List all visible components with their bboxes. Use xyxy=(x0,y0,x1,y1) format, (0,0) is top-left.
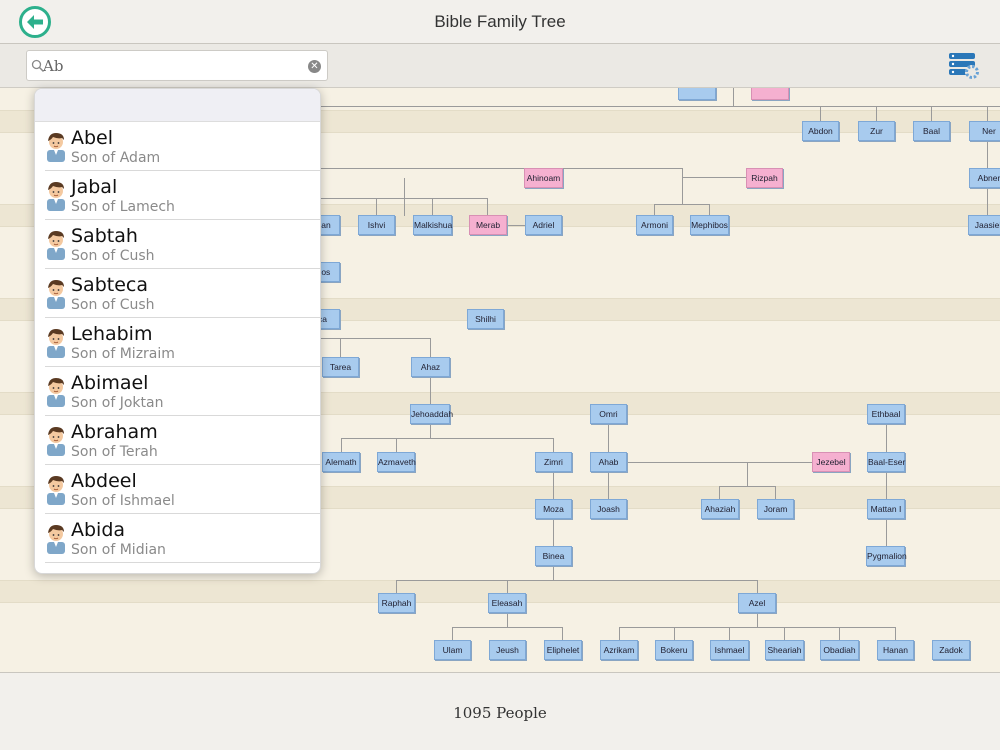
tree-node[interactable]: Ahaziah xyxy=(701,499,739,519)
person-avatar-icon xyxy=(47,182,65,211)
person-avatar-icon xyxy=(47,378,65,407)
database-gear-icon[interactable] xyxy=(946,50,982,82)
result-name: Sabteca xyxy=(71,274,148,296)
tree-node[interactable]: Tarea xyxy=(322,357,359,377)
tree-node[interactable]: Baal xyxy=(913,121,950,141)
result-item[interactable]: Abel Son of Adam xyxy=(45,122,320,171)
result-item[interactable]: Abimael Son of Joktan xyxy=(45,367,320,416)
tree-node[interactable]: Merab xyxy=(469,215,507,235)
tree-node[interactable]: Ahaz xyxy=(411,357,450,377)
results-list: Abel Son of Adam Jabal Son of Lamech Sab… xyxy=(35,122,320,563)
tree-node[interactable]: Ishmael xyxy=(710,640,749,660)
tree-node[interactable]: Mephibos xyxy=(690,215,729,235)
tree-node[interactable]: Armoni xyxy=(636,215,673,235)
result-name: Abraham xyxy=(71,421,158,443)
result-relation: Son of Lamech xyxy=(71,199,175,215)
tree-node[interactable]: Azrikam xyxy=(600,640,638,660)
tree-node[interactable]: Zimri xyxy=(535,452,572,472)
tree-node[interactable]: Pygmalion xyxy=(866,546,907,566)
search-input[interactable] xyxy=(43,54,313,78)
search-icon xyxy=(31,59,45,73)
tree-node[interactable]: Malkishua xyxy=(413,215,452,235)
person-avatar-icon xyxy=(47,231,65,260)
result-relation: Son of Ishmael xyxy=(71,493,175,509)
result-item[interactable]: Abraham Son of Terah xyxy=(45,416,320,465)
status-bar: 1095 People xyxy=(0,672,1000,750)
result-relation: Son of Terah xyxy=(71,444,158,460)
result-item[interactable]: Lehabim Son of Mizraim xyxy=(45,318,320,367)
tree-node[interactable]: Abner xyxy=(969,168,1000,188)
result-name: Sabtah xyxy=(71,225,138,247)
tree-node[interactable]: Zadok xyxy=(932,640,970,660)
tree-node[interactable]: Moza xyxy=(535,499,572,519)
tree-node[interactable]: Jaasiel xyxy=(968,215,1000,235)
tree-node[interactable]: Omri xyxy=(590,404,627,424)
search-results-popover[interactable]: Abel Son of Adam Jabal Son of Lamech Sab… xyxy=(34,88,321,574)
tree-node[interactable]: Azmaveth xyxy=(377,452,416,472)
tree-node[interactable]: Ishvi xyxy=(358,215,395,235)
result-name: Abel xyxy=(71,127,114,149)
clear-icon[interactable]: ✕ xyxy=(308,60,321,73)
tree-node-partial[interactable] xyxy=(678,88,716,100)
result-item[interactable]: Jabal Son of Lamech xyxy=(45,171,320,220)
tree-node[interactable]: Bokeru xyxy=(655,640,693,660)
tree-node[interactable]: Binea xyxy=(535,546,572,566)
tree-node[interactable]: Eliphelet xyxy=(544,640,582,660)
tree-node[interactable]: Azel xyxy=(738,593,776,613)
search-box[interactable]: ✕ xyxy=(26,50,328,81)
tree-node[interactable]: Zur xyxy=(858,121,895,141)
toolbar: ✕ xyxy=(0,44,1000,88)
result-name: Abdeel xyxy=(71,470,137,492)
result-relation: Son of Cush xyxy=(71,248,155,264)
result-name: Abida xyxy=(71,519,126,541)
tree-node[interactable]: Sheariah xyxy=(765,640,804,660)
tree-node[interactable]: Ner xyxy=(969,121,1000,141)
result-item[interactable]: Sabtah Son of Cush xyxy=(45,220,320,269)
results-header xyxy=(35,89,320,122)
person-avatar-icon xyxy=(47,476,65,505)
person-avatar-icon xyxy=(47,329,65,358)
tree-node[interactable]: Mattan I xyxy=(867,499,905,519)
page-title: Bible Family Tree xyxy=(434,12,566,31)
tree-node[interactable]: Alemath xyxy=(322,452,360,472)
tree-node[interactable]: Hanan xyxy=(877,640,914,660)
result-item[interactable]: Abdeel Son of Ishmael xyxy=(45,465,320,514)
result-relation: Son of Midian xyxy=(71,542,166,558)
tree-node[interactable]: Jehoaddah xyxy=(410,404,453,424)
tree-node[interactable]: Eleasah xyxy=(488,593,526,613)
person-avatar-icon xyxy=(47,133,65,162)
result-relation: Son of Adam xyxy=(71,150,161,166)
tree-node[interactable]: Jeush xyxy=(489,640,526,660)
result-name: Abimael xyxy=(71,372,149,394)
result-name: Lehabim xyxy=(71,323,153,345)
tree-node[interactable]: Raphah xyxy=(378,593,415,613)
tree-node[interactable]: Shilhi xyxy=(467,309,504,329)
result-item[interactable]: Abida Son of Midian xyxy=(45,514,320,563)
people-count: 1095 People xyxy=(453,704,547,722)
person-avatar-icon xyxy=(47,427,65,456)
tree-node[interactable]: Obadiah xyxy=(820,640,859,660)
result-item[interactable]: Sabteca Son of Cush xyxy=(45,269,320,318)
back-button[interactable] xyxy=(19,6,51,38)
result-name: Jabal xyxy=(71,176,118,198)
tree-node[interactable]: Ahinoam xyxy=(524,168,563,188)
tree-node-partial[interactable] xyxy=(751,88,789,100)
tree-node[interactable]: Baal-Eser xyxy=(867,452,905,472)
result-relation: Son of Joktan xyxy=(71,395,164,411)
back-arrow-icon xyxy=(27,15,43,29)
navigation-bar: Bible Family Tree xyxy=(0,0,1000,44)
tree-node[interactable]: Joash xyxy=(590,499,627,519)
result-relation: Son of Mizraim xyxy=(71,346,175,362)
result-relation: Son of Cush xyxy=(71,297,155,313)
tree-node[interactable]: Ethbaal xyxy=(867,404,905,424)
tree-node[interactable]: Ulam xyxy=(434,640,471,660)
tree-node[interactable]: Adriel xyxy=(525,215,562,235)
tree-node[interactable]: Abdon xyxy=(802,121,839,141)
tree-node[interactable]: Jezebel xyxy=(812,452,850,472)
person-avatar-icon xyxy=(47,280,65,309)
tree-node[interactable]: Joram xyxy=(757,499,794,519)
tree-node[interactable]: Ahab xyxy=(590,452,627,472)
person-avatar-icon xyxy=(47,525,65,554)
tree-node[interactable]: Rizpah xyxy=(746,168,783,188)
